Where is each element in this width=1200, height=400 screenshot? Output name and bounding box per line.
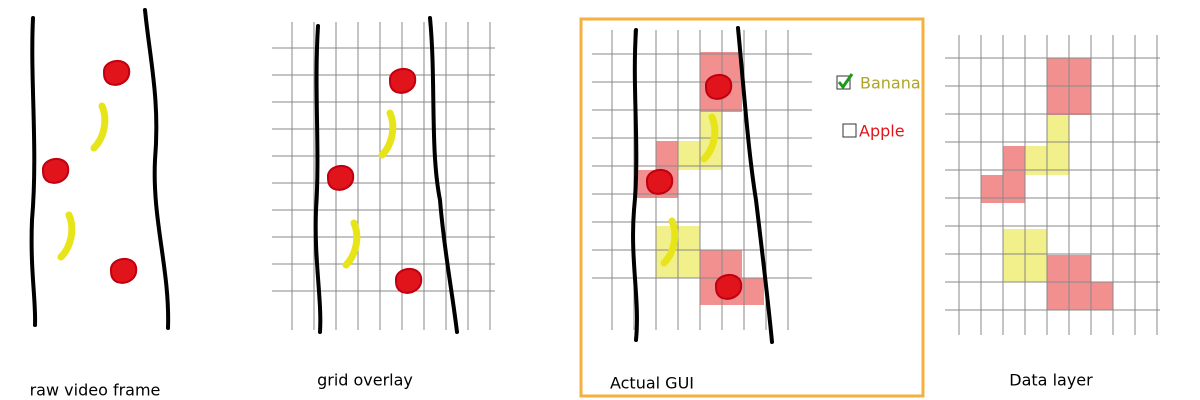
apple — [715, 274, 743, 300]
banana — [700, 113, 719, 163]
apple — [705, 74, 733, 100]
grid-cell — [1047, 115, 1069, 146]
check-mark — [837, 73, 854, 90]
banana — [57, 211, 76, 261]
caption: raw video frame — [30, 381, 161, 400]
legend-label[interactable]: Banana — [860, 74, 921, 93]
caption: grid overlay — [317, 371, 413, 390]
banana — [660, 217, 679, 267]
grid-cell — [656, 141, 678, 170]
river — [631, 28, 639, 342]
drawing-layer — [29, 8, 1160, 344]
apple — [646, 169, 674, 195]
grid-cell — [1047, 282, 1113, 310]
apple — [110, 258, 138, 284]
river — [29, 16, 38, 327]
river — [428, 16, 459, 334]
apple — [103, 60, 131, 86]
caption: Actual GUI — [610, 374, 694, 393]
banana — [90, 102, 109, 152]
apple — [327, 165, 355, 191]
legend-label[interactable]: Apple — [859, 122, 905, 141]
grid-cell — [700, 250, 742, 278]
gui-frame — [579, 17, 925, 398]
river — [313, 24, 323, 334]
apple — [395, 268, 423, 294]
river — [143, 8, 171, 330]
banana — [342, 219, 361, 269]
grid-cell — [1003, 146, 1025, 175]
river — [736, 26, 774, 344]
apple — [42, 158, 70, 184]
caption: Data layer — [1009, 371, 1093, 390]
banana — [378, 109, 397, 159]
apple — [389, 68, 417, 94]
checkbox[interactable] — [842, 123, 857, 138]
